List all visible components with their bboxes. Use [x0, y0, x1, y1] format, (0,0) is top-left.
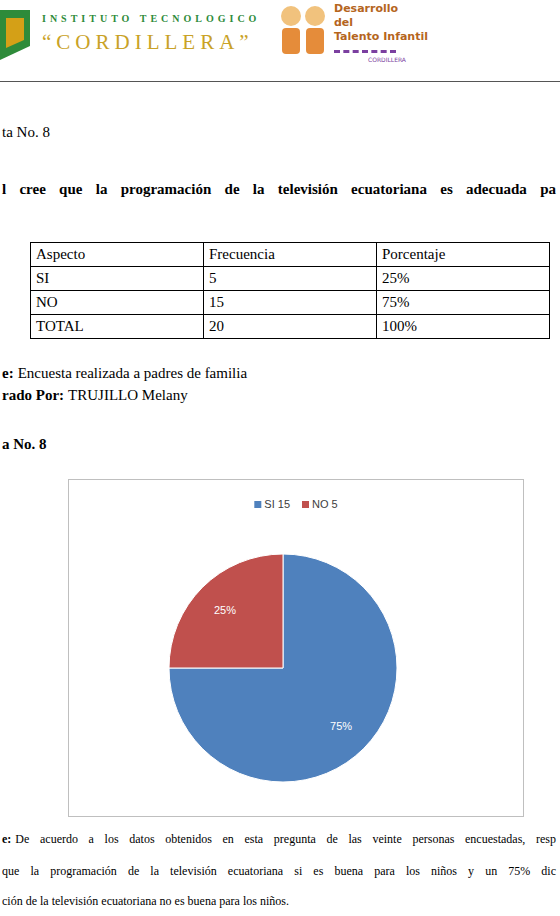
- institute-line1: INSTITUTO TECNOLOGICO: [42, 13, 260, 24]
- logo-inner: [6, 18, 24, 48]
- table-row: TOTAL20100%: [31, 315, 550, 339]
- legend-swatch: [254, 501, 261, 508]
- pie-chart: 75% 25% SI 15 NO 5: [69, 480, 523, 816]
- institute-logo-icon: [0, 6, 36, 66]
- kid-head: [305, 6, 325, 26]
- table-cell: SI: [31, 267, 204, 291]
- table-header-cell: Frecuencia: [204, 243, 377, 267]
- table-cell: 20: [204, 315, 377, 339]
- table-cell: 75%: [377, 291, 550, 315]
- pie-slice: [169, 554, 397, 782]
- data-table: AspectoFrecuenciaPorcentajeSI525%NO1575%…: [30, 242, 550, 339]
- program-logo-text: Desarrollo: [334, 2, 398, 15]
- program-logo-text: Talento Infantil: [334, 30, 428, 43]
- legend-swatch: [302, 501, 309, 508]
- data-label: 25%: [214, 604, 236, 616]
- kid-head: [281, 6, 301, 26]
- table-row: AspectoFrecuenciaPorcentaje: [31, 243, 550, 267]
- analysis-line: e: De acuerdo a los datos obtenidos en es…: [2, 832, 556, 846]
- analysis-line: que la programación de la televisión ecu…: [2, 864, 556, 878]
- kid-body: [282, 28, 300, 54]
- program-logo-small: CORDILLERA: [368, 56, 406, 63]
- header-rule: [0, 81, 560, 82]
- author-text: TRUJILLO Melany: [68, 387, 188, 403]
- legend-entry: NO 5: [312, 498, 338, 510]
- logo-shape: [0, 10, 30, 60]
- question: l cree que la programación de la televis…: [2, 181, 556, 198]
- analysis-text: que la programación de la televisión ecu…: [2, 864, 556, 878]
- table-cell: NO: [31, 291, 204, 315]
- table-cell: 5: [204, 267, 377, 291]
- table-cell: 25%: [377, 267, 550, 291]
- source-line: e:Encuesta realizada a padres de familia: [2, 365, 247, 382]
- institute-line2: “CORDILLERA”: [42, 30, 254, 55]
- chart-frame: 75% 25% SI 15 NO 5: [68, 479, 524, 817]
- source-label: e:: [2, 365, 14, 381]
- legend-entry: SI 15: [264, 498, 290, 510]
- pie-slice: [169, 554, 283, 668]
- program-logo-bar: [334, 50, 396, 53]
- analysis-label: e:: [2, 832, 11, 846]
- program-logo-kids: [278, 2, 330, 62]
- author-line: rado Por:TRUJILLO Melany: [2, 387, 188, 404]
- kid-body: [306, 28, 324, 54]
- table-header-cell: Porcentaje: [377, 243, 550, 267]
- program-logo-text: del: [334, 16, 353, 29]
- figure-label: a No. 8: [2, 436, 47, 453]
- table-cell: 100%: [377, 315, 550, 339]
- legend: SI 15 NO 5: [254, 498, 337, 510]
- table-row: NO1575%: [31, 291, 550, 315]
- table-cell: TOTAL: [31, 315, 204, 339]
- table-cell: 15: [204, 291, 377, 315]
- table-row: SI525%: [31, 267, 550, 291]
- table-header-cell: Aspecto: [31, 243, 204, 267]
- source-text: Encuesta realizada a padres de familia: [18, 365, 247, 381]
- analysis-text: De acuerdo a los datos obtenidos en esta…: [15, 832, 556, 846]
- author-label: rado Por:: [2, 387, 64, 403]
- analysis-line: ción de la televisión ecuatoriana no es …: [2, 894, 556, 908]
- heading: ta No. 8: [2, 124, 50, 141]
- data-label: 75%: [330, 720, 352, 732]
- analysis-text: ción de la televisión ecuatoriana no es …: [2, 894, 289, 908]
